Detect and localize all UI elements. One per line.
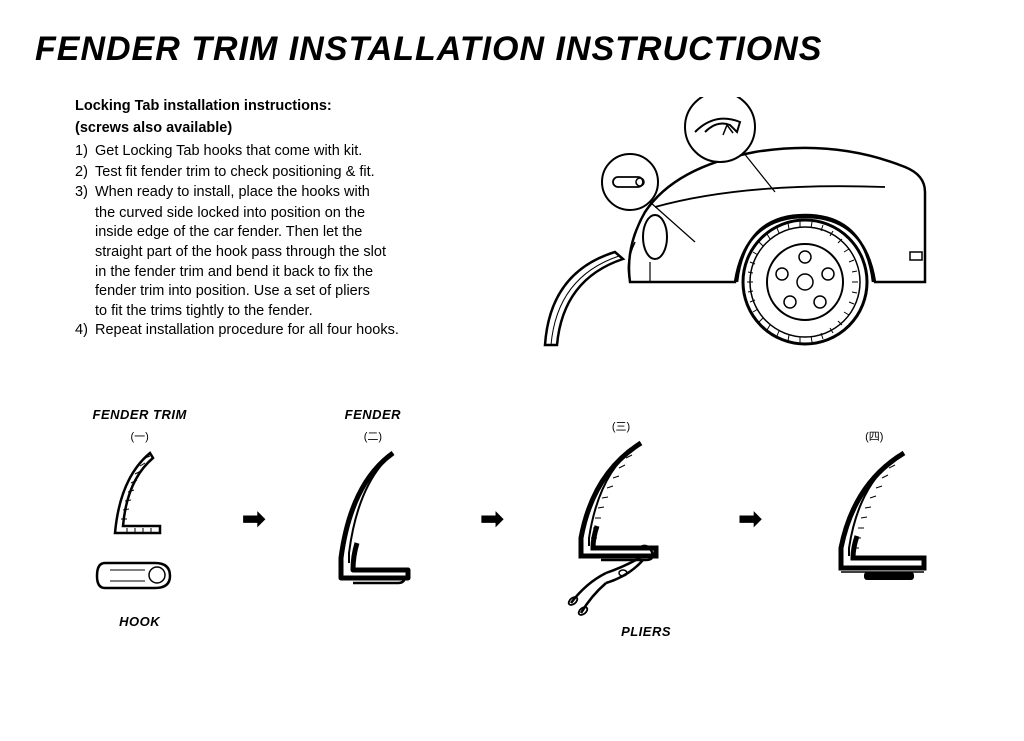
fender-trim-label: FENDER TRIM bbox=[93, 407, 187, 422]
step-panel-1: FENDER TRIM (一) HOOK bbox=[85, 407, 195, 629]
step-continuation: inside edge of the car fender. Then let … bbox=[75, 223, 475, 243]
spacer-label bbox=[872, 614, 876, 629]
step-text: When ready to install, place the hooks w… bbox=[95, 184, 370, 200]
car-illustration-icon bbox=[495, 97, 935, 357]
step-panel-2: FENDER (二) bbox=[313, 407, 433, 629]
instructions-subheading: (screws also available) bbox=[75, 119, 475, 139]
step-continuation: straight part of the hook pass through t… bbox=[75, 243, 475, 263]
content-row: Locking Tab installation instructions: (… bbox=[35, 97, 989, 357]
step2-icon bbox=[313, 448, 433, 608]
arrow-icon: ➡ bbox=[480, 502, 503, 535]
pliers-label: PLIERS bbox=[621, 624, 671, 639]
arrow-icon: ➡ bbox=[242, 502, 265, 535]
step-text: Get Locking Tab hooks that come with kit… bbox=[95, 143, 362, 159]
step4-icon bbox=[809, 448, 939, 608]
step-number: 2) bbox=[75, 163, 95, 183]
spacer-label bbox=[619, 397, 623, 412]
instruction-step: 1)Get Locking Tab hooks that come with k… bbox=[75, 142, 475, 162]
installation-steps-row: FENDER TRIM (一) HOOK ➡ FENDER (二) bbox=[35, 397, 989, 639]
step-text: Test fit fender trim to check positionin… bbox=[95, 164, 375, 180]
arrow-icon: ➡ bbox=[738, 502, 761, 535]
step-badge: (四) bbox=[865, 428, 883, 444]
instructions-heading: Locking Tab installation instructions: bbox=[75, 97, 475, 117]
step3-icon bbox=[551, 438, 691, 618]
step-badge: (三) bbox=[612, 418, 630, 434]
car-fender-diagram bbox=[495, 97, 989, 357]
instruction-step: 2)Test fit fender trim to check position… bbox=[75, 163, 475, 183]
page-title: FENDER TRIM INSTALLATION INSTRUCTIONS bbox=[35, 30, 989, 69]
instruction-step: 4)Repeat installation procedure for all … bbox=[75, 321, 475, 341]
step-text: Repeat installation procedure for all fo… bbox=[95, 322, 399, 338]
step-badge: (一) bbox=[131, 428, 149, 444]
step-panel-3: (三) PLIERS bbox=[551, 397, 691, 639]
step-continuation: to fit the trims tightly to the fender. bbox=[75, 302, 475, 322]
hook-label: HOOK bbox=[119, 614, 160, 629]
step-continuation: fender trim into position. Use a set of … bbox=[75, 282, 475, 302]
step-number: 4) bbox=[75, 321, 95, 341]
step-badge: (二) bbox=[364, 428, 382, 444]
step-number: 3) bbox=[75, 183, 95, 203]
step-continuation: the curved side locked into position on … bbox=[75, 204, 475, 224]
step-panel-4: (四) bbox=[809, 407, 939, 629]
spacer-label bbox=[872, 407, 876, 422]
spacer-label bbox=[371, 614, 375, 629]
instruction-step: 3)When ready to install, place the hooks… bbox=[75, 183, 475, 203]
instructions-block: Locking Tab installation instructions: (… bbox=[35, 97, 475, 357]
step-number: 1) bbox=[75, 142, 95, 162]
step-continuation: in the fender trim and bend it back to f… bbox=[75, 263, 475, 283]
fender-label: FENDER bbox=[345, 407, 401, 422]
step1-icon bbox=[85, 448, 195, 608]
